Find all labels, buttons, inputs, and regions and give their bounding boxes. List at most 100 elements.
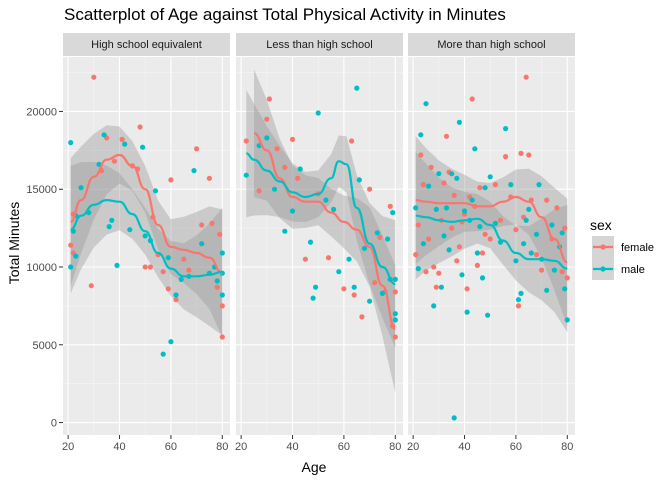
female-data-point	[91, 74, 97, 80]
y-tick-label: 15000	[26, 184, 57, 196]
male-data-point	[454, 175, 460, 181]
male-data-point	[477, 224, 483, 230]
male-data-point	[114, 262, 120, 268]
male-data-point	[464, 309, 470, 315]
female-data-point	[165, 286, 171, 292]
female-smooth-line	[70, 153, 223, 275]
male-data-point	[374, 230, 380, 236]
panel-background	[408, 57, 575, 435]
y-tick-label: 0	[51, 418, 57, 430]
male-data-point	[564, 317, 570, 323]
male-data-point	[127, 227, 133, 233]
male-data-point	[271, 186, 278, 192]
male-smooth-line	[415, 214, 568, 270]
female-data-point	[487, 236, 493, 242]
x-tick-label: 20	[235, 441, 247, 453]
male-data-point	[68, 140, 74, 146]
male-smooth-line	[70, 198, 223, 278]
female-data-point	[497, 217, 504, 223]
female-data-point	[243, 138, 249, 144]
female-data-point	[274, 146, 280, 152]
male-data-point	[379, 290, 385, 296]
male-data-point	[426, 183, 432, 189]
male-data-point	[436, 171, 442, 177]
male-data-point	[461, 208, 468, 214]
male-data-point	[472, 146, 478, 152]
gridlines	[63, 57, 230, 435]
female-data-point	[137, 124, 143, 130]
male-data-point	[336, 269, 342, 275]
male-data-point	[415, 266, 421, 272]
male-data-point	[173, 292, 179, 298]
female-data-point	[456, 244, 462, 250]
male-data-point	[106, 224, 112, 230]
female-data-point	[544, 197, 550, 203]
x-axis-title: Age	[302, 459, 327, 475]
male-data-point	[140, 144, 146, 150]
female-data-point	[559, 269, 565, 275]
male-data-point	[508, 182, 514, 188]
male-data-point	[443, 205, 450, 211]
male-data-point	[354, 85, 360, 91]
female-data-point	[477, 185, 483, 191]
male-data-point	[297, 166, 303, 172]
male-data-point	[199, 241, 205, 247]
female-data-point	[449, 225, 455, 231]
male-data-point	[503, 126, 509, 132]
female-data-point	[168, 177, 174, 183]
x-tick-label: 20	[62, 441, 74, 453]
x-tick-label: 20	[407, 441, 419, 453]
female-data-point	[518, 150, 524, 156]
legend: sex female male	[590, 217, 654, 280]
male-data-point	[152, 188, 159, 194]
female-data-point	[503, 154, 509, 160]
legend-label: female	[621, 242, 654, 254]
male-data-point	[351, 284, 357, 290]
male-data-point	[551, 267, 558, 273]
male-data-point	[392, 317, 398, 323]
y-tick-label: 20000	[26, 106, 57, 118]
y-tick-label: 5000	[33, 340, 57, 352]
facet-strip	[408, 33, 575, 56]
x-tick-label: 80	[389, 441, 401, 453]
female-data-point	[436, 270, 442, 276]
female-data-point	[256, 188, 262, 194]
male-data-point	[518, 290, 524, 296]
female-data-point	[482, 231, 488, 237]
x-tick-label: 40	[286, 441, 298, 453]
male-data-point	[423, 101, 429, 107]
female-data-point	[562, 225, 568, 231]
female-data-point	[413, 252, 419, 258]
female-data-point	[282, 164, 288, 170]
female-data-point	[325, 255, 332, 261]
x-tick-label: 80	[561, 441, 573, 453]
male-data-point	[492, 220, 498, 226]
facet-panels: 0 5000 10000 15000 20000 High school equivale…	[26, 33, 575, 453]
female-data-point	[289, 136, 296, 142]
x-tick-label: 80	[216, 441, 228, 453]
facet-strip	[63, 33, 230, 56]
female-confidence-band	[415, 136, 568, 327]
male-data-point	[420, 241, 426, 247]
male-data-point	[78, 185, 84, 191]
female-data-point	[392, 334, 398, 340]
female-data-point	[513, 227, 519, 233]
female-data-point	[377, 234, 383, 240]
male-data-point	[528, 250, 534, 256]
female-data-point	[523, 74, 529, 80]
female-data-point	[119, 136, 125, 142]
female-data-point	[451, 192, 457, 198]
male-smooth-line	[246, 152, 396, 286]
male-data-point	[68, 264, 74, 270]
male-data-point	[536, 182, 542, 188]
male-data-point	[331, 206, 337, 212]
female-data-point	[173, 297, 179, 303]
male-data-point	[451, 415, 457, 421]
male-confidence-band	[246, 89, 396, 348]
male-data-point	[433, 206, 439, 212]
male-data-point	[282, 228, 288, 234]
male-data-point	[449, 171, 455, 177]
male-data-point	[515, 297, 522, 303]
female-data-point	[367, 186, 373, 192]
female-data-point	[219, 303, 225, 309]
